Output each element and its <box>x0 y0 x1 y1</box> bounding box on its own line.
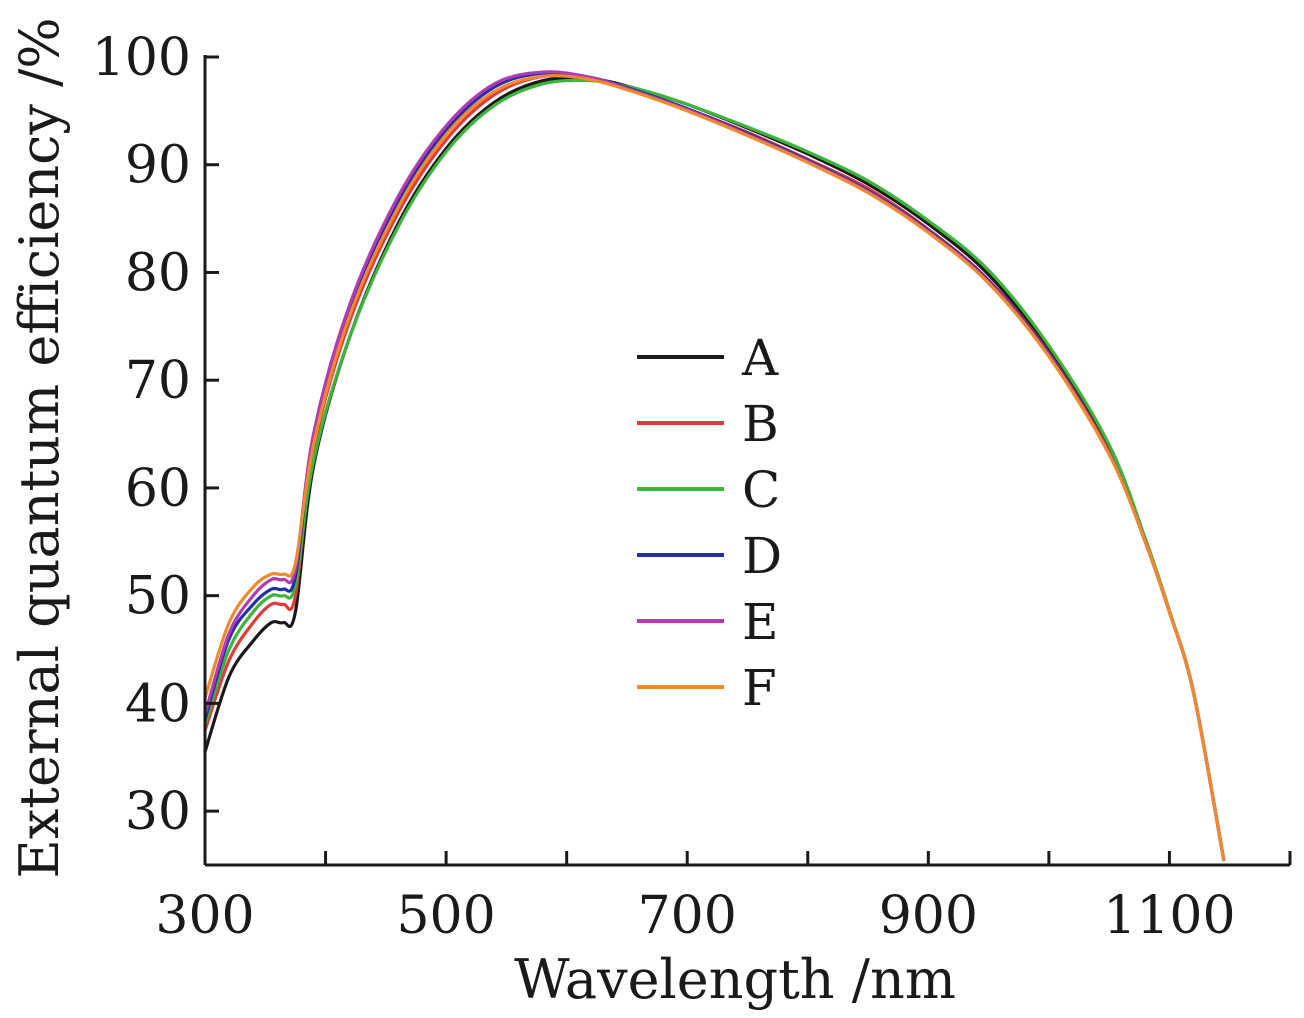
plot-lines <box>203 70 1226 862</box>
y-axis-title: External quantum efficiency /% <box>8 17 71 878</box>
series-line-b <box>203 73 1226 862</box>
y-tick-label: 100 <box>92 28 191 88</box>
x-tick-label: 1100 <box>1103 886 1235 946</box>
y-tick-label: 40 <box>125 674 191 734</box>
y-tick-label: 30 <box>125 782 191 842</box>
axes <box>203 55 1290 867</box>
x-axis-title: Wavelength /nm <box>514 948 956 1011</box>
y-tick-label: 90 <box>125 136 191 196</box>
legend-label-a: A <box>741 329 779 387</box>
y-tick-label: 80 <box>125 243 191 303</box>
legend-label-d: D <box>742 527 782 585</box>
series-line-c <box>203 78 1226 862</box>
y-tick-label: 70 <box>125 351 191 411</box>
series-line-d <box>203 71 1226 862</box>
legend-label-f: F <box>742 659 777 717</box>
ticks: 30 40 50 60 70 80 90 100 300 500 700 900 1100 <box>92 28 1292 946</box>
y-tick-label: 60 <box>125 459 191 519</box>
x-tick-label: 700 <box>638 886 737 946</box>
legend-label-b: B <box>742 395 779 453</box>
series-line-a <box>203 75 1226 862</box>
series-line-f <box>203 74 1226 862</box>
legend-label-c: C <box>742 461 780 519</box>
y-tick-label: 50 <box>125 567 191 627</box>
x-tick-label: 500 <box>396 886 495 946</box>
legend-label-e: E <box>742 593 779 651</box>
x-tick-label: 300 <box>155 886 254 946</box>
x-tick-label: 900 <box>879 886 978 946</box>
series-line-e <box>203 70 1226 862</box>
